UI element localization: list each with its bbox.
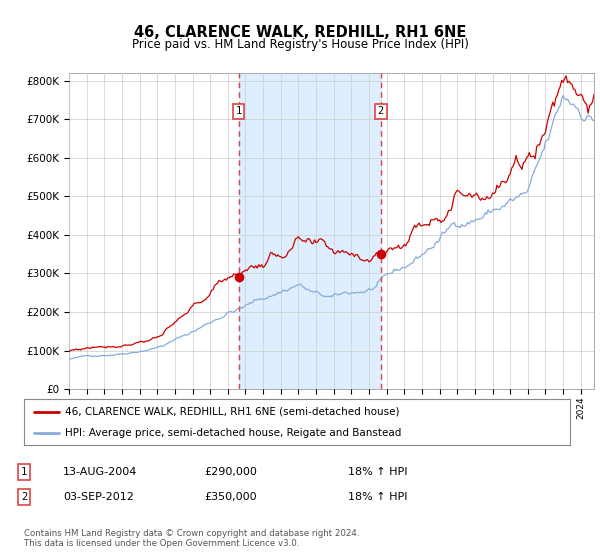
Text: 1: 1 (236, 106, 242, 116)
Text: 2: 2 (21, 492, 27, 502)
Bar (239, 73, 381, 389)
Text: Price paid vs. HM Land Registry's House Price Index (HPI): Price paid vs. HM Land Registry's House … (131, 38, 469, 52)
Text: £290,000: £290,000 (204, 467, 257, 477)
Text: 1: 1 (21, 467, 27, 477)
Text: HPI: Average price, semi-detached house, Reigate and Banstead: HPI: Average price, semi-detached house,… (65, 428, 401, 438)
Text: 13-AUG-2004: 13-AUG-2004 (63, 467, 137, 477)
Text: 46, CLARENCE WALK, REDHILL, RH1 6NE (semi-detached house): 46, CLARENCE WALK, REDHILL, RH1 6NE (sem… (65, 407, 400, 417)
Text: 46, CLARENCE WALK, REDHILL, RH1 6NE: 46, CLARENCE WALK, REDHILL, RH1 6NE (134, 25, 466, 40)
Text: 03-SEP-2012: 03-SEP-2012 (63, 492, 134, 502)
Text: 18% ↑ HPI: 18% ↑ HPI (348, 467, 407, 477)
Text: £350,000: £350,000 (204, 492, 257, 502)
Text: 2: 2 (378, 106, 384, 116)
Text: 18% ↑ HPI: 18% ↑ HPI (348, 492, 407, 502)
Text: Contains HM Land Registry data © Crown copyright and database right 2024.
This d: Contains HM Land Registry data © Crown c… (24, 529, 359, 548)
